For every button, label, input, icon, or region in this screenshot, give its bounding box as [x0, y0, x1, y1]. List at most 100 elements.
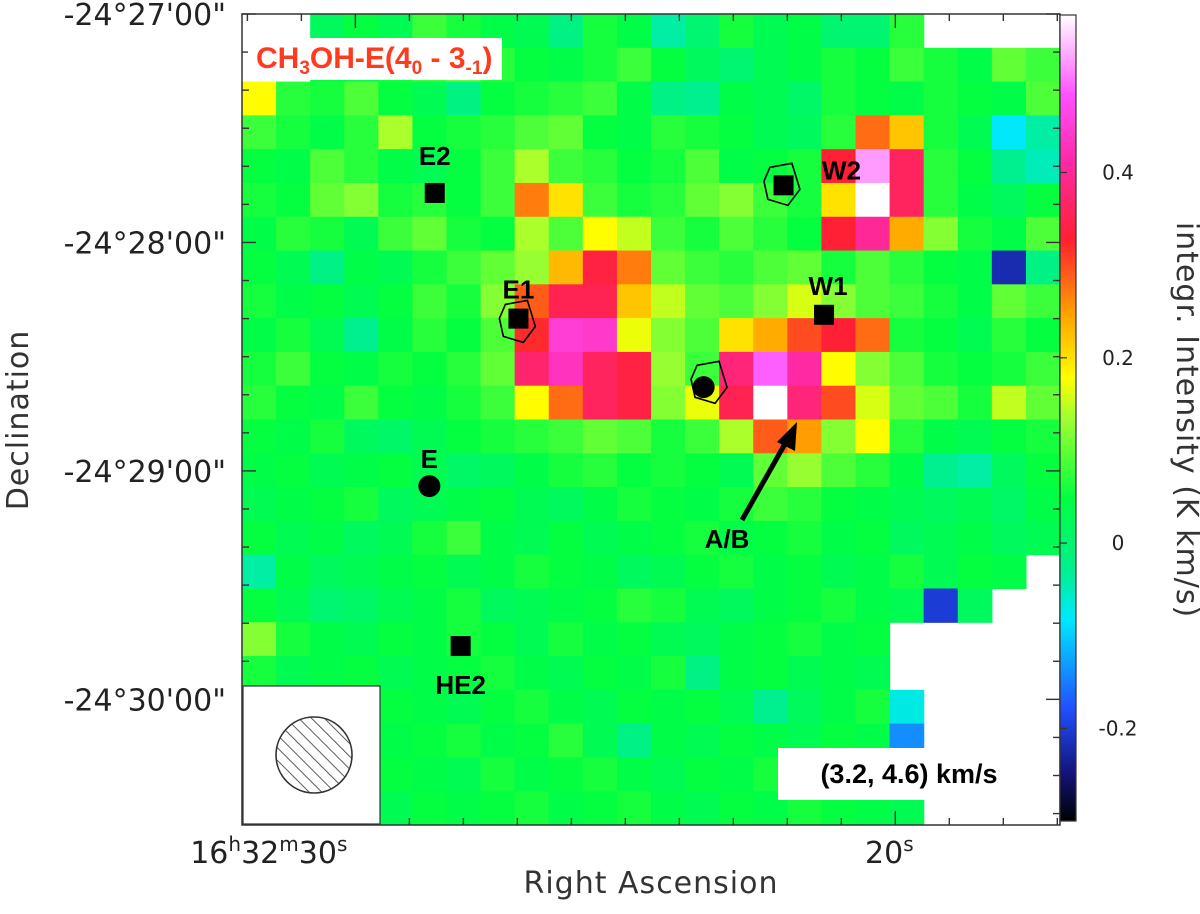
map-pixel: [276, 520, 311, 556]
map-pixel: [344, 115, 379, 150]
map-pixel: [548, 757, 584, 792]
map-pixel: [991, 115, 1027, 150]
map-pixel: [310, 149, 345, 184]
map-pixel: [344, 520, 379, 556]
map-pixel: [514, 81, 550, 116]
map-pixel: [378, 757, 414, 792]
map-pixel: [412, 216, 448, 252]
map-pixel: [582, 149, 618, 184]
source-label: A/B: [705, 524, 750, 554]
map-pixel: [310, 453, 345, 488]
map-pixel: [821, 47, 857, 83]
map-pixel: [446, 757, 482, 792]
map-pixel: [991, 419, 1027, 454]
map-pixel: [548, 149, 584, 184]
map-pixel: [412, 791, 448, 825]
map-pixel: [787, 47, 823, 83]
map-pixel: [242, 318, 277, 353]
map-pixel: [923, 453, 959, 488]
map-pixel: [242, 182, 277, 218]
map-pixel: [719, 453, 754, 488]
map-pixel: [242, 284, 277, 319]
map-pixel: [1025, 385, 1060, 421]
map-pixel: [719, 656, 754, 691]
map-pixel: [855, 351, 891, 387]
map-pixel: [923, 182, 959, 218]
map-pixel: [855, 216, 891, 252]
map-pixel: [480, 453, 516, 488]
map-pixel: [514, 14, 550, 49]
map-pixel: [991, 487, 1027, 522]
map-pixel: [480, 723, 516, 759]
map-pixel: [651, 149, 686, 184]
map-pixel: [855, 149, 891, 184]
map-pixel: [412, 419, 448, 454]
map-pixel: [412, 520, 448, 556]
map-pixel: [889, 284, 925, 319]
map-pixel: [582, 14, 618, 49]
map-pixel: [957, 487, 993, 522]
map-pixel: [514, 419, 550, 454]
map-pixel: [582, 81, 618, 116]
map-pixel: [446, 453, 482, 488]
map-pixel: [685, 757, 720, 792]
map-pixel: [651, 250, 686, 285]
map-pixel: [991, 520, 1027, 556]
map-pixel: [957, 284, 993, 319]
map-pixel: [753, 689, 788, 725]
map-pixel: [242, 81, 277, 116]
map-pixel: [344, 419, 379, 454]
map-pixel: [514, 656, 550, 691]
map-pixel: [855, 115, 891, 150]
map-pixel: [582, 656, 618, 691]
map-pixel: [276, 487, 311, 522]
map-pixel: [616, 81, 652, 116]
map-pixel: [821, 81, 857, 116]
map-pixel: [753, 351, 788, 387]
map-pixel: [310, 656, 345, 691]
map-pixel: [378, 284, 414, 319]
map-pixel: [548, 351, 584, 387]
map-pixel: [957, 419, 993, 454]
map-pixel: [276, 622, 311, 657]
map-pixel: [514, 554, 550, 590]
map-pixel: [685, 47, 720, 83]
velocity-range-label: (3.2, 4.6) km/s: [778, 748, 1040, 800]
contour: [763, 162, 801, 207]
map-pixel: [787, 622, 823, 657]
map-pixel: [276, 588, 311, 623]
map-pixel: [412, 689, 448, 725]
map-pixel: [821, 656, 857, 691]
map-pixel: [685, 554, 720, 590]
map-pixel: [821, 487, 857, 522]
ra-tick-label: 20s: [865, 832, 914, 871]
colorbar: [1059, 14, 1077, 822]
map-pixel: [378, 182, 414, 218]
map-pixel: [412, 723, 448, 759]
map-pixel: [276, 554, 311, 590]
map-pixel: [991, 182, 1027, 218]
source-label: E2: [419, 141, 451, 171]
map-pixel: [344, 385, 379, 421]
map-pixel: [651, 520, 686, 556]
map-pixel: [719, 419, 754, 454]
map-pixel: [344, 656, 379, 691]
map-pixel: [548, 115, 584, 150]
map-pixel: [514, 723, 550, 759]
colorbar-ticks: -0.2 0 0.2 0.4: [1060, 160, 1138, 740]
map-pixel: [821, 419, 857, 454]
map-pixel: [412, 149, 448, 184]
map-pixel: [344, 318, 379, 353]
map-pixel: [378, 487, 414, 522]
map-pixel: [514, 622, 550, 657]
map-pixel: [616, 520, 652, 556]
map-pixel: [957, 216, 993, 252]
map-pixel: [685, 149, 720, 184]
map-pixel: [889, 385, 925, 421]
map-pixel: [787, 250, 823, 285]
map-pixel: [310, 554, 345, 590]
map-pixel: [957, 385, 993, 421]
map-pixel: [480, 554, 516, 590]
map-pixel: [855, 47, 891, 83]
map-pixel: [685, 723, 720, 759]
